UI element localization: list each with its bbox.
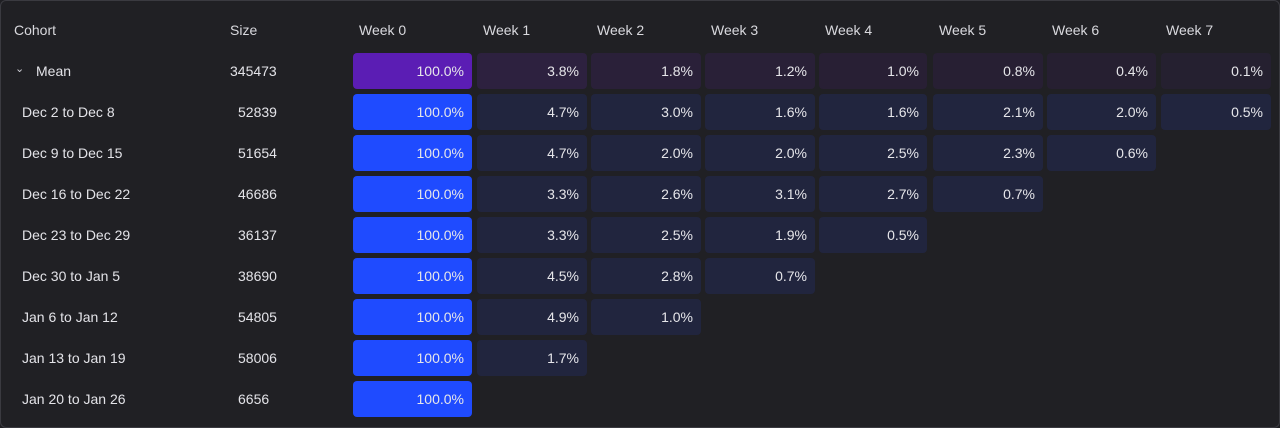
cohort-label: Dec 23 to Dec 29	[22, 227, 131, 243]
cohort-size: 46686	[238, 186, 277, 202]
cohort-size: 58006	[238, 350, 277, 366]
cohort-size: 54805	[238, 309, 277, 325]
cohort-0-week-4-cell[interactable]: 1.6%	[819, 94, 927, 130]
mean-week-2-cell[interactable]: 1.8%	[591, 53, 701, 89]
mean-week-5-cell[interactable]: 0.8%	[933, 53, 1043, 89]
cohort-3-week-1-cell[interactable]: 3.3%	[477, 217, 587, 253]
cohort-label: Jan 20 to Jan 26	[22, 391, 126, 407]
cohort-7-week-0-cell[interactable]: 100.0%	[353, 381, 472, 417]
cohort-4-week-2-cell[interactable]: 2.8%	[591, 258, 701, 294]
cohort-5-week-2-cell[interactable]: 1.0%	[591, 299, 701, 335]
chevron-down-icon[interactable]: ⌄	[15, 63, 25, 75]
cohort-6-week-1-cell[interactable]: 1.7%	[477, 340, 587, 376]
mean-week-1-cell[interactable]: 3.8%	[477, 53, 587, 89]
cohort-1-week-6-cell[interactable]: 0.6%	[1047, 135, 1156, 171]
cohort-label: Dec 30 to Jan 5	[22, 268, 121, 284]
cohort-2-week-3-cell[interactable]: 3.1%	[705, 176, 815, 212]
cohort-1-week-5-cell[interactable]: 2.3%	[933, 135, 1043, 171]
header-week-3: Week 3	[711, 22, 759, 38]
header-week-0: Week 0	[359, 22, 407, 38]
cohort-3-week-2-cell[interactable]: 2.5%	[591, 217, 701, 253]
header-week-1: Week 1	[483, 22, 531, 38]
mean-week-6-cell[interactable]: 0.4%	[1047, 53, 1156, 89]
cohort-0-week-2-cell[interactable]: 3.0%	[591, 94, 701, 130]
cohort-6-week-0-cell[interactable]: 100.0%	[353, 340, 472, 376]
header-size: Size	[230, 22, 258, 38]
cohort-4-week-3-cell[interactable]: 0.7%	[705, 258, 815, 294]
cohort-0-week-0-cell[interactable]: 100.0%	[353, 94, 472, 130]
cohort-2-week-2-cell[interactable]: 2.6%	[591, 176, 701, 212]
cohort-1-week-2-cell[interactable]: 2.0%	[591, 135, 701, 171]
cohort-2-week-0-cell[interactable]: 100.0%	[353, 176, 472, 212]
cohort-1-week-3-cell[interactable]: 2.0%	[705, 135, 815, 171]
cohort-1-week-4-cell[interactable]: 2.5%	[819, 135, 927, 171]
header-week-2: Week 2	[597, 22, 645, 38]
cohort-0-week-1-cell[interactable]: 4.7%	[477, 94, 587, 130]
mean-week-7-cell[interactable]: 0.1%	[1161, 53, 1271, 89]
cohort-2-week-4-cell[interactable]: 2.7%	[819, 176, 927, 212]
cohort-2-week-5-cell[interactable]: 0.7%	[933, 176, 1043, 212]
cohort-0-week-3-cell[interactable]: 1.6%	[705, 94, 815, 130]
header-week-6: Week 6	[1052, 22, 1100, 38]
cohort-label: Jan 13 to Jan 19	[22, 350, 126, 366]
cohort-size: 51654	[238, 145, 277, 161]
cohort-0-week-6-cell[interactable]: 2.0%	[1047, 94, 1156, 130]
cohort-size: 38690	[238, 268, 277, 284]
cohort-3-week-4-cell[interactable]: 0.5%	[819, 217, 927, 253]
cohort-0-week-5-cell[interactable]: 2.1%	[933, 94, 1043, 130]
cohort-3-week-0-cell[interactable]: 100.0%	[353, 217, 472, 253]
cohort-1-week-1-cell[interactable]: 4.7%	[477, 135, 587, 171]
header-week-4: Week 4	[825, 22, 873, 38]
header-week-5: Week 5	[939, 22, 987, 38]
cohort-label: Dec 9 to Dec 15	[22, 145, 123, 161]
cohort-1-week-0-cell[interactable]: 100.0%	[353, 135, 472, 171]
cohort-label: Dec 16 to Dec 22	[22, 186, 131, 202]
mean-week-3-cell[interactable]: 1.2%	[705, 53, 815, 89]
cohort-label: Jan 6 to Jan 12	[22, 309, 118, 325]
cohort-size: 36137	[238, 227, 277, 243]
cohort-4-week-0-cell[interactable]: 100.0%	[353, 258, 472, 294]
header-cohort: Cohort	[14, 22, 57, 38]
cohort-label: Dec 2 to Dec 8	[22, 104, 115, 120]
cohort-size: 6656	[238, 391, 270, 407]
mean-week-0-cell[interactable]: 100.0%	[353, 53, 472, 89]
cohort-size: 52839	[238, 104, 277, 120]
cohort-5-week-1-cell[interactable]: 4.9%	[477, 299, 587, 335]
cohort-4-week-1-cell[interactable]: 4.5%	[477, 258, 587, 294]
mean-size: 345473	[230, 63, 277, 79]
cohort-5-week-0-cell[interactable]: 100.0%	[353, 299, 472, 335]
cohort-2-week-1-cell[interactable]: 3.3%	[477, 176, 587, 212]
cohort-3-week-3-cell[interactable]: 1.9%	[705, 217, 815, 253]
mean-week-4-cell[interactable]: 1.0%	[819, 53, 927, 89]
header-week-7: Week 7	[1166, 22, 1214, 38]
mean-label[interactable]: Mean	[36, 63, 72, 79]
cohort-0-week-7-cell[interactable]: 0.5%	[1161, 94, 1271, 130]
